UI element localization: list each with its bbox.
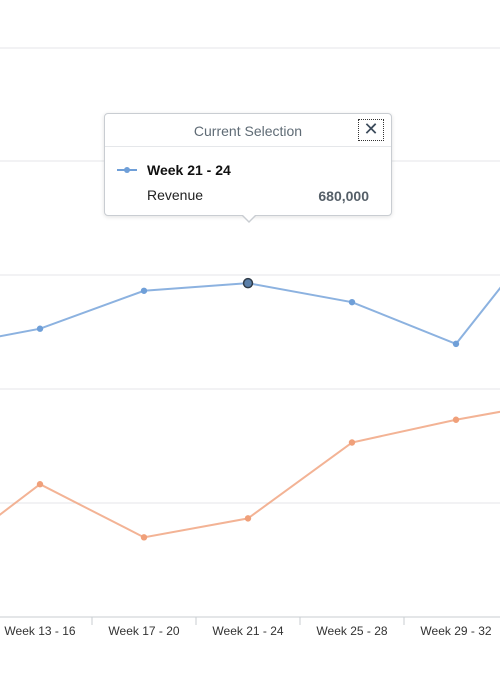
data-point[interactable] — [452, 340, 460, 348]
selection-tooltip: Current Selection ✕ Week 21 - 24 Revenue… — [104, 113, 392, 223]
x-tick-label: Week 21 - 24 — [212, 624, 283, 638]
data-point[interactable] — [244, 515, 252, 522]
data-point[interactable] — [36, 481, 44, 488]
data-point[interactable] — [452, 416, 460, 423]
tooltip-series-row: Week 21 - 24 — [117, 162, 231, 178]
data-point[interactable] — [140, 534, 148, 541]
gridlines — [0, 47, 500, 504]
x-tick-label: Week 13 - 16 — [4, 624, 75, 638]
x-tick-label: Week 17 - 20 — [108, 624, 179, 638]
tooltip-title: Current Selection — [193, 123, 303, 139]
tooltip-measure-value: 680,000 — [318, 188, 369, 204]
data-point[interactable] — [140, 287, 148, 294]
series-1-line — [0, 282, 500, 346]
x-axis: Week 13 - 16 Week 17 - 20 Week 21 - 24 Week… — [0, 616, 500, 638]
x-tick-label: Week 25 - 28 — [316, 624, 387, 638]
x-tick-label: Week 29 - 32 — [420, 624, 491, 638]
data-point[interactable] — [36, 325, 44, 332]
series-legend-icon — [117, 164, 137, 176]
selected-data-point[interactable] — [242, 277, 254, 289]
tooltip-pointer — [241, 214, 257, 223]
tooltip-measure-label: Revenue — [147, 187, 204, 203]
close-icon[interactable]: ✕ — [358, 119, 384, 141]
series-layer — [0, 277, 500, 541]
data-point[interactable] — [348, 439, 356, 446]
data-point[interactable] — [348, 298, 356, 306]
tooltip-series-label: Week 21 - 24 — [147, 162, 231, 178]
tooltip-header: Current Selection ✕ — [105, 114, 391, 147]
